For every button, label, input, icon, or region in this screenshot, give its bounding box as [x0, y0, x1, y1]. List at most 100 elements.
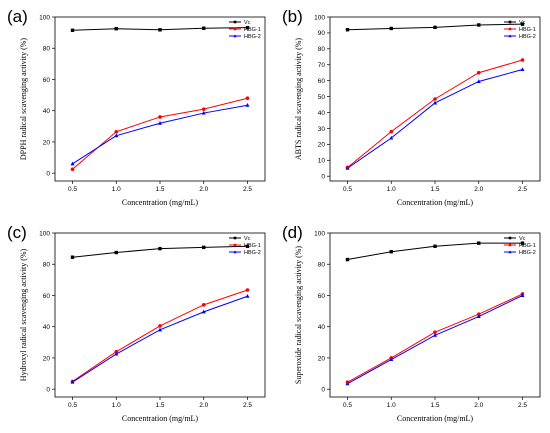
- data-point: [520, 22, 525, 26]
- legend-marker: [233, 20, 237, 24]
- y-tick-label: 100: [39, 230, 50, 237]
- data-point: [476, 312, 481, 317]
- x-tick-label: 2.0: [199, 186, 208, 193]
- y-tick-label: 60: [43, 77, 51, 84]
- x-tick-label: 0.5: [343, 186, 352, 193]
- legend-marker: [508, 34, 512, 38]
- chart-panel-c: (c) 0 20 40 60 80 100 0.5 1.0 1.5 2.0 2.5 Concentrat…: [0, 216, 275, 432]
- data-point: [158, 246, 162, 251]
- series-line-hbg-2: [72, 104, 248, 165]
- legend-marker: [508, 250, 512, 254]
- y-tick-label: 60: [43, 293, 51, 300]
- x-tick-label: 1.5: [155, 402, 164, 409]
- data-point: [201, 303, 206, 307]
- data-point: [114, 351, 119, 356]
- chart-panel-d: (d) 0 20 40 60 80 100 0.5 1.0 1.5 2.0 2.5 Concentrat…: [275, 216, 550, 432]
- chart-panel-a: (a) 0 20 40 60 80 100 0.5 1.0 1.5 2.0 2.5 Concentrat…: [0, 0, 275, 216]
- y-tick-label: 80: [43, 262, 51, 269]
- y-tick-label: 100: [39, 14, 50, 21]
- data-point: [245, 103, 250, 107]
- x-tick-label: 1.5: [430, 402, 439, 409]
- legend-label: HBG-1: [244, 243, 261, 249]
- x-tick-label: 2.0: [474, 402, 483, 409]
- x-tick-label: 1.5: [430, 186, 439, 193]
- y-axis-title: Hydroxyl radical scavenging activity (%): [19, 248, 28, 381]
- legend-label: HBG-2: [519, 250, 536, 256]
- data-point: [70, 379, 75, 384]
- data-point: [70, 255, 75, 259]
- x-axis-title: Concentration (mg/mL): [397, 198, 474, 207]
- data-point: [202, 26, 206, 30]
- data-point: [114, 250, 118, 255]
- y-tick-label: 20: [318, 142, 326, 149]
- data-point: [389, 129, 394, 134]
- data-point: [389, 250, 393, 254]
- data-point: [202, 245, 206, 250]
- y-tick-label: 20: [318, 355, 326, 362]
- y-tick-label: 40: [318, 324, 326, 331]
- data-point: [70, 161, 75, 166]
- x-tick-label: 2.0: [474, 186, 483, 193]
- data-point: [433, 25, 437, 30]
- y-tick-label: 40: [43, 108, 51, 115]
- data-point: [520, 67, 525, 72]
- panel-label: (a): [7, 7, 28, 26]
- data-point: [520, 241, 525, 245]
- data-point: [477, 241, 481, 245]
- data-point: [345, 381, 350, 386]
- legend-label: Vc: [519, 20, 526, 26]
- chart-panel-b: (b) 0 10 20 30 40 50 60 70 80 90 100 0.5 1.0 1.5 2.0 2.5…: [275, 0, 550, 216]
- legend-marker: [508, 236, 512, 240]
- data-point: [433, 244, 437, 248]
- x-tick-label: 1.0: [112, 186, 121, 193]
- data-point: [114, 27, 118, 31]
- y-tick-label: 0: [321, 174, 325, 181]
- legend-label: Vc: [244, 236, 251, 242]
- y-tick-label: 20: [43, 139, 51, 146]
- data-point: [158, 115, 162, 119]
- x-tick-label: 2.5: [243, 402, 252, 409]
- x-tick-label: 1.0: [387, 186, 396, 193]
- y-tick-label: 60: [318, 293, 326, 300]
- data-point: [245, 294, 250, 298]
- y-tick-label: 0: [321, 386, 325, 393]
- data-point: [158, 327, 162, 332]
- y-tick-label: 80: [318, 46, 326, 53]
- x-tick-label: 1.5: [155, 186, 164, 193]
- data-point: [476, 79, 481, 83]
- legend-label: Vc: [244, 20, 251, 26]
- x-tick-label: 2.5: [518, 402, 527, 409]
- x-tick-label: 2.0: [199, 402, 208, 409]
- data-point: [345, 28, 350, 32]
- x-tick-label: 2.5: [518, 186, 527, 193]
- data-point: [201, 309, 206, 314]
- data-point: [114, 133, 119, 138]
- series-line-hbg-2: [72, 295, 248, 383]
- data-point: [158, 324, 162, 328]
- y-tick-label: 80: [43, 46, 51, 53]
- y-tick-label: 60: [318, 78, 326, 85]
- data-point: [520, 293, 525, 297]
- series-line-hbg-1: [72, 97, 248, 170]
- x-tick-label: 0.5: [68, 402, 77, 409]
- data-point: [158, 28, 162, 32]
- plot-frame: [54, 16, 266, 182]
- x-axis-title: Concentration (mg/mL): [397, 414, 474, 423]
- data-point: [114, 130, 119, 134]
- legend-marker: [233, 243, 237, 247]
- legend-label: HBG-1: [244, 27, 261, 33]
- data-point: [245, 25, 250, 30]
- chart-svg: (a) 0 20 40 60 80 100 0.5 1.0 1.5 2.0 2.5 Concentrat…: [7, 7, 266, 207]
- x-tick-label: 1.0: [387, 402, 396, 409]
- y-tick-label: 100: [314, 14, 325, 21]
- data-point: [345, 257, 350, 262]
- y-axis-title: DPPH radical scavenging activity (%): [19, 38, 28, 161]
- data-point: [201, 110, 206, 115]
- x-axis-title: Concentration (mg/mL): [122, 414, 199, 423]
- legend-marker: [233, 236, 237, 240]
- panel-label: (c): [7, 223, 27, 242]
- legend-marker: [233, 27, 237, 31]
- x-axis-title: Concentration (mg/mL): [122, 198, 199, 207]
- data-point: [433, 97, 437, 101]
- series-line-hbg-1: [72, 289, 248, 382]
